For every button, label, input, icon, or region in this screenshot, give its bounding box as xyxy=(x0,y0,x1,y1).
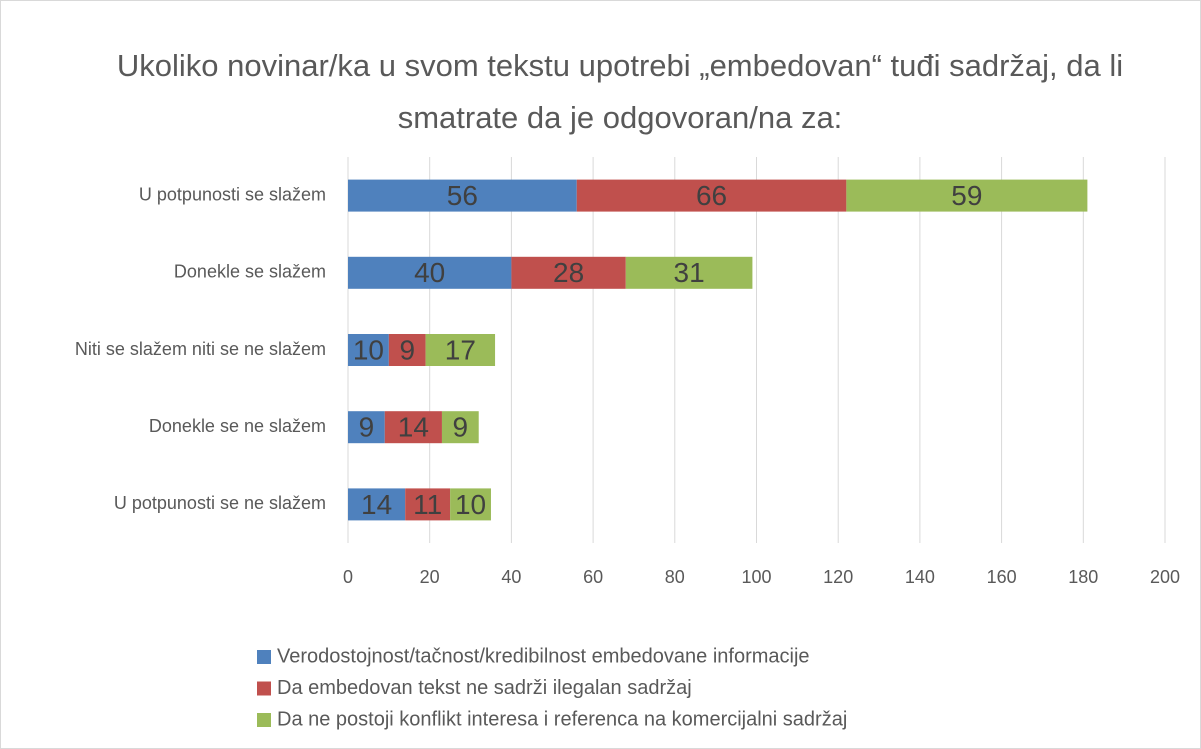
bar-segment xyxy=(348,179,577,212)
data-label: 59 xyxy=(951,180,982,211)
y-tick-label: Donekle se slažem xyxy=(174,262,326,282)
data-label: 9 xyxy=(359,412,375,443)
x-tick-label: 200 xyxy=(1150,567,1180,587)
bar-segment xyxy=(625,256,753,289)
x-tick-label: 20 xyxy=(420,567,440,587)
bar-segment xyxy=(348,256,512,289)
bar-segment xyxy=(348,488,406,521)
data-label: 11 xyxy=(413,489,442,520)
data-label: 56 xyxy=(447,180,478,211)
y-tick-label: Niti se slažem niti se ne slažem xyxy=(75,339,326,359)
data-label: 28 xyxy=(553,257,584,288)
legend-swatch xyxy=(257,650,271,664)
data-label: 9 xyxy=(453,412,469,443)
bar-segment xyxy=(576,179,847,212)
legend-label: Da ne postoji konflikt interesa i refere… xyxy=(277,708,847,730)
bar-segment xyxy=(388,334,426,366)
data-label: 9 xyxy=(399,334,415,365)
data-label: 17 xyxy=(445,334,476,365)
x-tick-label: 60 xyxy=(583,567,603,587)
x-tick-label: 0 xyxy=(343,567,353,587)
data-label: 14 xyxy=(398,412,429,443)
x-tick-label: 100 xyxy=(741,567,771,587)
y-tick-label: U potpunosti se slažem xyxy=(139,184,326,204)
x-tick-label: 120 xyxy=(823,567,853,587)
data-label: 66 xyxy=(696,180,727,211)
data-label: 10 xyxy=(353,334,384,365)
data-label: 31 xyxy=(674,257,705,288)
x-tick-label: 160 xyxy=(987,567,1017,587)
legend-swatch xyxy=(257,713,271,727)
bar-segment xyxy=(511,256,626,289)
legend-label: Verodostojnost/tačnost/kredibilnost embe… xyxy=(277,645,810,667)
x-tick-label: 140 xyxy=(905,567,935,587)
x-tick-label: 80 xyxy=(665,567,685,587)
bar-segment xyxy=(425,334,496,366)
bar-segment xyxy=(450,488,491,521)
bar-segment xyxy=(441,411,479,444)
data-label: 10 xyxy=(455,489,486,520)
bar-segment xyxy=(348,411,385,444)
y-tick-label: U potpunosti se ne slažem xyxy=(114,493,326,513)
x-tick-label: 40 xyxy=(501,567,521,587)
bar-segment xyxy=(348,334,389,366)
data-label: 14 xyxy=(361,489,392,520)
bar-segment xyxy=(405,488,451,521)
y-tick-label: Donekle se ne slažem xyxy=(149,416,326,436)
legend-label: Da embedovan tekst ne sadrži ilegalan sa… xyxy=(277,677,692,699)
bar-segment xyxy=(846,179,1088,212)
x-tick-label: 180 xyxy=(1068,567,1098,587)
data-label: 40 xyxy=(414,257,445,288)
bar-segment xyxy=(384,411,442,444)
legend-swatch xyxy=(257,681,271,696)
chart-title: Ukoliko novinar/ka u svom tekstu upotreb… xyxy=(116,48,1124,135)
